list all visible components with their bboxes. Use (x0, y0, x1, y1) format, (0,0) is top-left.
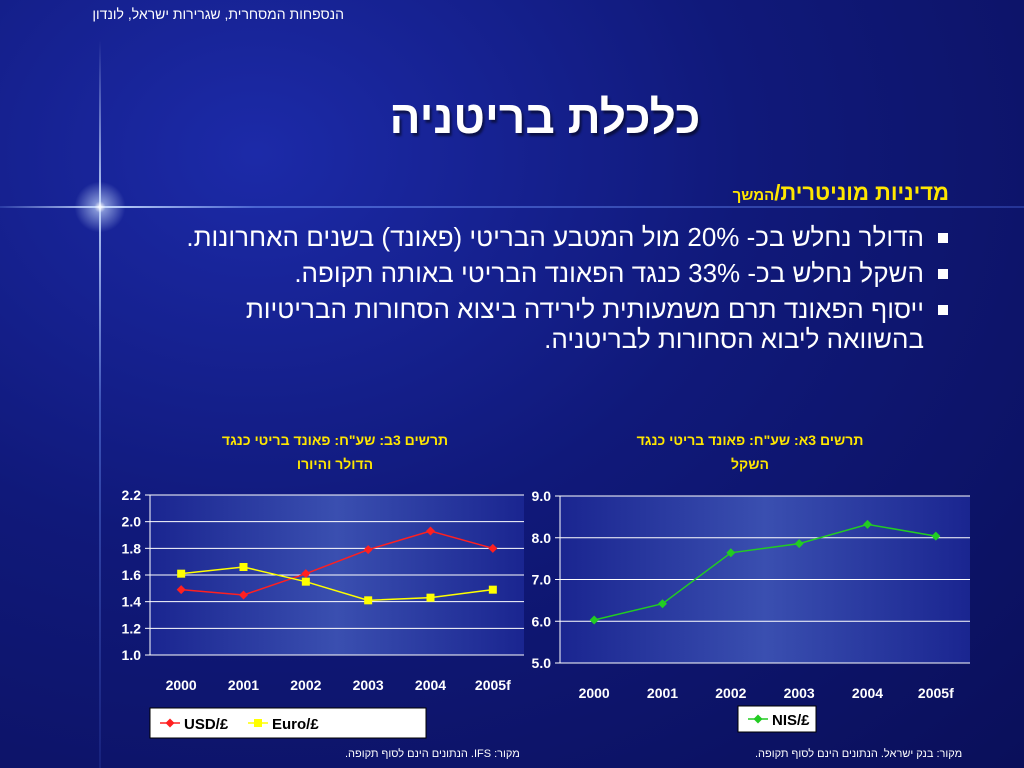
chart-3b-legend-box (149, 707, 427, 739)
slide-title: כלכלת בריטניה (389, 91, 701, 143)
chart-3a-data-point (931, 531, 941, 541)
chart-3b-data-point (488, 543, 498, 553)
chart-3b-data-point (364, 596, 373, 605)
bullet-square-icon (938, 233, 948, 243)
chart-3b-data-point (363, 545, 373, 555)
chart-3b-legend-marker (254, 719, 262, 727)
chart-3a-data-point (658, 599, 667, 609)
chart-3b-ytick-label: 2.2 (122, 487, 142, 503)
chart-3b-xtick-label: 2005f (475, 677, 511, 693)
chart-3a-legend-label: NIS/£ (772, 712, 810, 729)
chart-3a-data-point (589, 615, 599, 625)
chart-3b-series-line (181, 566, 493, 602)
bullet-text: השקל נחלש בכ- 33% כנגד הפאונד הבריטי באו… (294, 258, 924, 288)
chart-3b-source: מקור: IFS. הנתונים הינם לסוף תקופה. (345, 748, 520, 760)
chart-3a-xtick-label: 2001 (647, 685, 678, 701)
chart-3b-xtick-label: 2003 (353, 677, 384, 693)
chart-3b-data-point (426, 526, 435, 536)
chart-3b-xtick-label: 2002 (290, 677, 321, 693)
chart-3a-title-line: תרשים 3א: שע"ח: פאונד בריטי כנגד (636, 432, 864, 448)
chart-3a-ytick-label: 7.0 (532, 572, 552, 588)
chart-3b-legend-label: USD/£ (184, 716, 229, 733)
bullet-item: השקל נחלש בכ- 33% כנגד הפאונד הבריטי באו… (162, 258, 952, 288)
chart-3b-ytick-label: 2.0 (122, 514, 142, 530)
subtitle-small: המשך (732, 187, 775, 204)
chart-3a-title-line: השקל (731, 456, 769, 472)
chart-3a-legend-marker (753, 714, 763, 724)
chart-3b-data-point (426, 593, 435, 602)
chart-3b-series-line (181, 530, 494, 596)
chart-3b-xtick-label: 2001 (228, 677, 259, 693)
decorative-horizontal-line (0, 206, 1024, 208)
chart-3b-legend-label: Euro/£ (272, 716, 319, 733)
chart-3b-xtick-label: 2000 (166, 677, 197, 693)
chart-3b-xtick-label: 2004 (415, 677, 446, 693)
chart-3b-legend-marker (165, 718, 175, 728)
chart-3a-xtick-label: 2005f (918, 685, 954, 701)
bullet-text: הדולר נחלש בכ- 20% מול המטבע הבריטי (פאו… (186, 222, 924, 252)
decorative-sparkle (60, 167, 140, 247)
section-subtitle: מדיניות מוניטרית/המשך (733, 180, 949, 206)
header-text: הנספחות המסחרית, שגרירות ישראל, לונדון (92, 6, 344, 22)
chart-3a-xtick-label: 2002 (715, 685, 746, 701)
chart-3a-series-line (593, 523, 936, 621)
chart-3a-xtick-label: 2000 (579, 685, 610, 701)
chart-3b-ytick-label: 1.2 (122, 620, 142, 636)
chart-3b-ytick-label: 1.8 (122, 540, 142, 556)
chart-3b-data-point (488, 585, 497, 594)
chart-3b-ytick-label: 1.0 (122, 647, 142, 663)
chart-3a-xtick-label: 2004 (852, 685, 883, 701)
bullet-item: ייסוף הפאונד תרם משמעותית לירידה ביצוא ה… (162, 294, 952, 354)
chart-3b-data-point (176, 585, 186, 595)
bullet-square-icon (938, 269, 948, 279)
chart-3b-title: תרשים 3ב: שע"ח: פאונד בריטי כנגד הדולר ו… (150, 428, 520, 476)
chart-3a-ytick-label: 6.0 (532, 613, 552, 629)
bullet-square-icon (938, 305, 948, 315)
chart-3a-title: תרשים 3א: שע"ח: פאונד בריטי כנגד השקל (560, 428, 940, 476)
chart-3b-ytick-label: 1.4 (122, 594, 142, 610)
chart-3a-data-point (863, 519, 872, 529)
chart-3b-ytick-label: 1.6 (122, 567, 142, 583)
chart-3a-xtick-label: 2003 (784, 685, 815, 701)
chart-3a-ytick-label: 5.0 (532, 655, 552, 671)
subtitle-main: מדיניות מוניטרית/ (774, 180, 949, 205)
chart-3a-data-point (726, 548, 736, 558)
chart-3b-data-point (239, 590, 248, 600)
chart-3b-data-point (301, 569, 311, 579)
chart-3b-title-line: הדולר והיורו (296, 456, 374, 472)
chart-3b-data-point (239, 563, 248, 571)
chart-3b-data-point (177, 569, 186, 578)
bullet-text: ייסוף הפאונד תרם משמעותית לירידה ביצוא ה… (245, 294, 924, 354)
bullet-list: הדולר נחלש בכ- 20% מול המטבע הבריטי (פאו… (162, 222, 952, 360)
chart-3a-source: מקור: בנק ישראל. הנתונים הינם לסוף תקופה… (755, 748, 963, 760)
decorative-vertical-line (99, 40, 101, 768)
chart-3a-data-point (794, 539, 804, 549)
chart-3b-data-point (301, 577, 310, 586)
chart-3a-ytick-label: 9.0 (532, 488, 552, 504)
chart-3b-title-line: תרשים 3ב: שע"ח: פאונד בריטי כנגד (221, 432, 449, 448)
chart-3a-ytick-label: 8.0 (532, 530, 552, 546)
bullet-item: הדולר נחלש בכ- 20% מול המטבע הבריטי (פאו… (162, 222, 952, 252)
